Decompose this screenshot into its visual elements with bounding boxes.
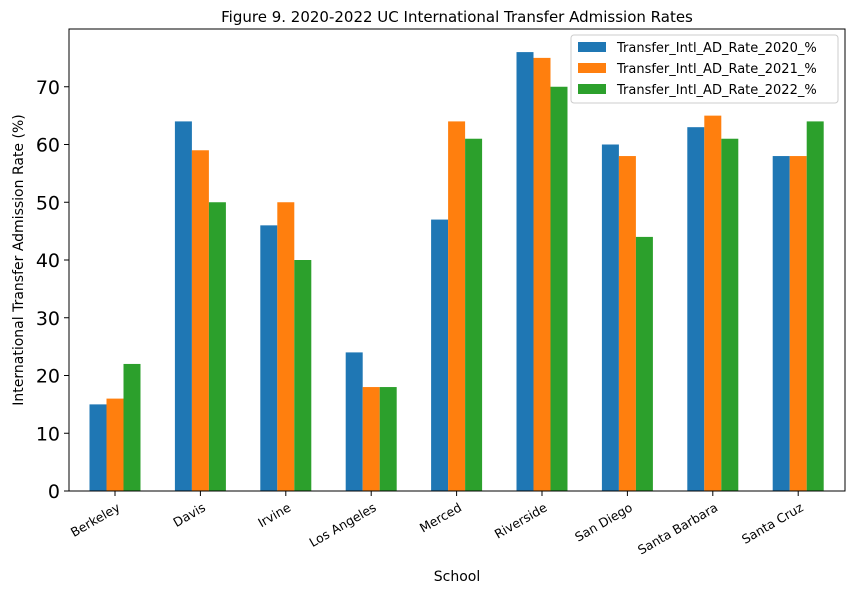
y-tick-label: 20 [36,366,60,388]
y-tick-label: 70 [36,77,60,99]
legend-swatch [578,84,606,94]
x-tick-label: Riverside [492,499,550,541]
bar-santa-barbara-2 [704,115,722,492]
bar-riverside-1 [516,52,534,491]
y-tick-label: 0 [48,481,60,503]
x-tick-label: Merced [417,500,464,536]
legend: Transfer_Intl_AD_Rate_2020_% Transfer_Int… [570,34,839,104]
bar-santa-barbara-3 [721,138,739,492]
bar-riverside-3 [550,86,568,491]
bar-davis-3 [208,202,226,491]
bar-los-angeles-3 [379,387,397,491]
x-tick-label: Davis [170,500,208,530]
bar-los-angeles-1 [345,352,363,491]
y-axis: 0 10 20 30 40 50 60 70 [36,77,69,503]
bar-santa-cruz-3 [806,121,824,492]
bar-berkeley-2 [106,398,124,491]
bar-riverside-2 [533,57,551,492]
bar-san-diego-3 [635,236,653,491]
x-tick-label: San Diego [572,500,635,545]
x-axis: Berkeley Davis Irvine Los Angeles Merced Rive… [68,491,806,558]
legend-swatch [578,63,606,73]
x-axis-label: School [434,569,480,585]
bar-los-angeles-2 [362,387,380,491]
y-tick-label: 60 [36,135,60,157]
legend-swatch [578,42,606,52]
bar-davis-2 [191,150,209,491]
bar-santa-cruz-2 [789,156,807,492]
bar-san-diego-2 [618,156,636,492]
bars-group [89,52,824,492]
bar-berkeley-3 [123,363,141,491]
bar-irvine-2 [277,202,295,491]
x-tick-label: Santa Barbara [635,500,720,558]
bar-merced-3 [465,138,483,492]
y-tick-label: 40 [36,250,60,272]
bar-irvine-1 [260,225,278,491]
legend-entry: Transfer_Intl_AD_Rate_2022_% [616,83,817,98]
y-tick-label: 30 [36,308,60,330]
bar-merced-1 [431,219,449,491]
y-axis-label: International Transfer Admission Rate (%… [11,114,27,405]
legend-entry: Transfer_Intl_AD_Rate_2020_% [616,41,817,56]
legend-entry: Transfer_Intl_AD_Rate_2021_% [616,62,817,77]
x-tick-label: Santa Cruz [739,499,806,546]
bar-irvine-3 [294,260,312,491]
bar-davis-1 [174,121,192,492]
bar-berkeley-1 [89,404,107,492]
y-tick-label: 10 [36,423,60,445]
legend-box [570,34,839,104]
bar-santa-cruz-1 [772,156,790,492]
x-tick-label: Berkeley [68,499,123,540]
bar-merced-2 [448,121,466,492]
bar-santa-barbara-1 [687,127,705,492]
x-tick-label: Los Angeles [307,500,379,550]
chart-title: Figure 9. 2020-2022 UC International Tra… [221,8,693,26]
y-tick-label: 50 [36,192,60,214]
x-tick-label: Irvine [255,499,293,530]
bar-san-diego-1 [601,144,619,491]
